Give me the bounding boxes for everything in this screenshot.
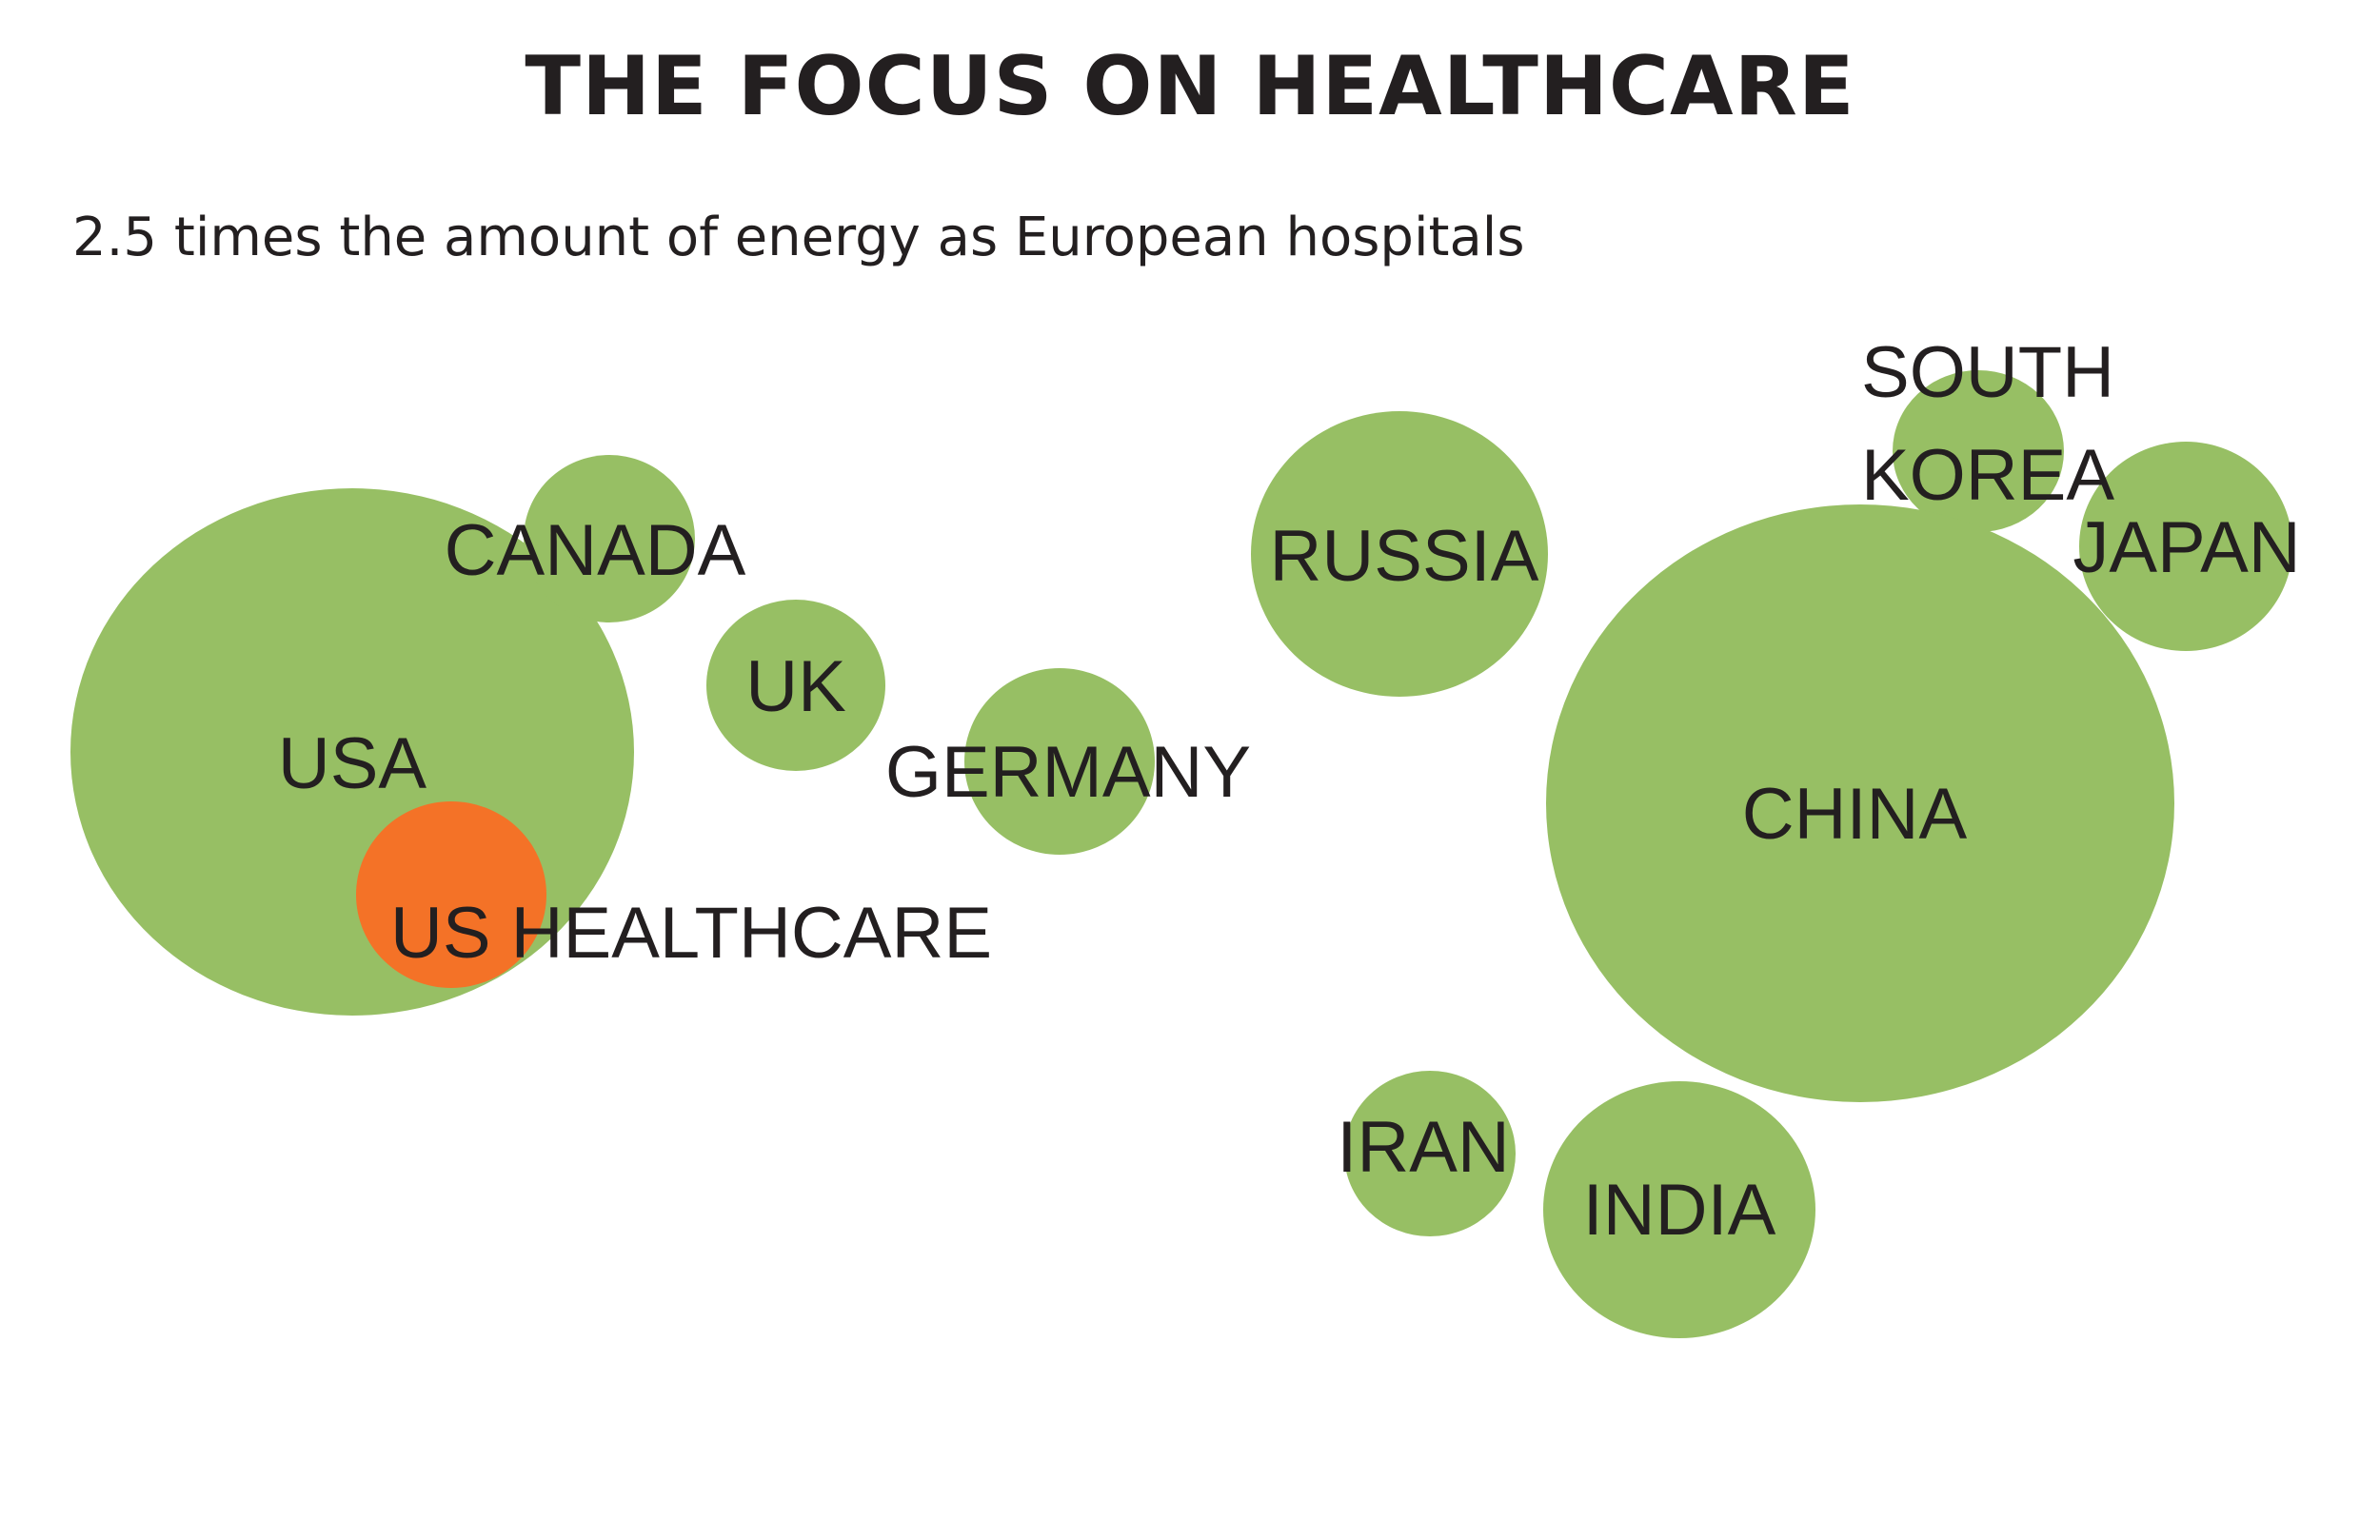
bubble-label-canada: CANADA: [445, 510, 746, 591]
bubble-label-russia: RUSSIA: [1270, 516, 1539, 597]
chart-title: THE FOCUS ON HEALTHCARE: [525, 39, 1855, 134]
bubble-label-line: SOUTH: [1861, 332, 2114, 413]
bubble-uk: [706, 600, 885, 771]
bubble-china: [1546, 504, 2174, 1102]
chart-subtitle: 2.5 times the amount of energy as Europe…: [72, 207, 1525, 268]
bubble-label-south-korea: SOUTH KOREA: [1861, 332, 2114, 516]
bubble-south-korea: [1893, 370, 2064, 532]
bubble-germany: [964, 668, 1155, 855]
bubble-canada: [524, 455, 695, 622]
bubble-us-healthcare: [356, 801, 546, 988]
bubble-label-line: KOREA: [1861, 435, 2114, 516]
bubble-label-us-healthcare: US HEALTHCARE: [390, 893, 992, 974]
bubble-iran: [1344, 1071, 1516, 1236]
bubble-label-usa: USA: [278, 723, 427, 804]
bubble-layer: [70, 370, 2292, 1338]
bubble-label-china: CHINA: [1742, 774, 1968, 855]
bubble-label-germany: GERMANY: [885, 732, 1251, 813]
bubble-label-japan: JAPAN: [2073, 507, 2300, 588]
bubble-label-iran: IRAN: [1337, 1107, 1510, 1188]
bubble-india: [1543, 1081, 1815, 1338]
bubble-russia: [1251, 411, 1548, 697]
bubble-label-india: INDIA: [1583, 1170, 1776, 1251]
bubble-japan: [2079, 442, 2292, 651]
bubble-label-uk: UK: [745, 646, 846, 727]
